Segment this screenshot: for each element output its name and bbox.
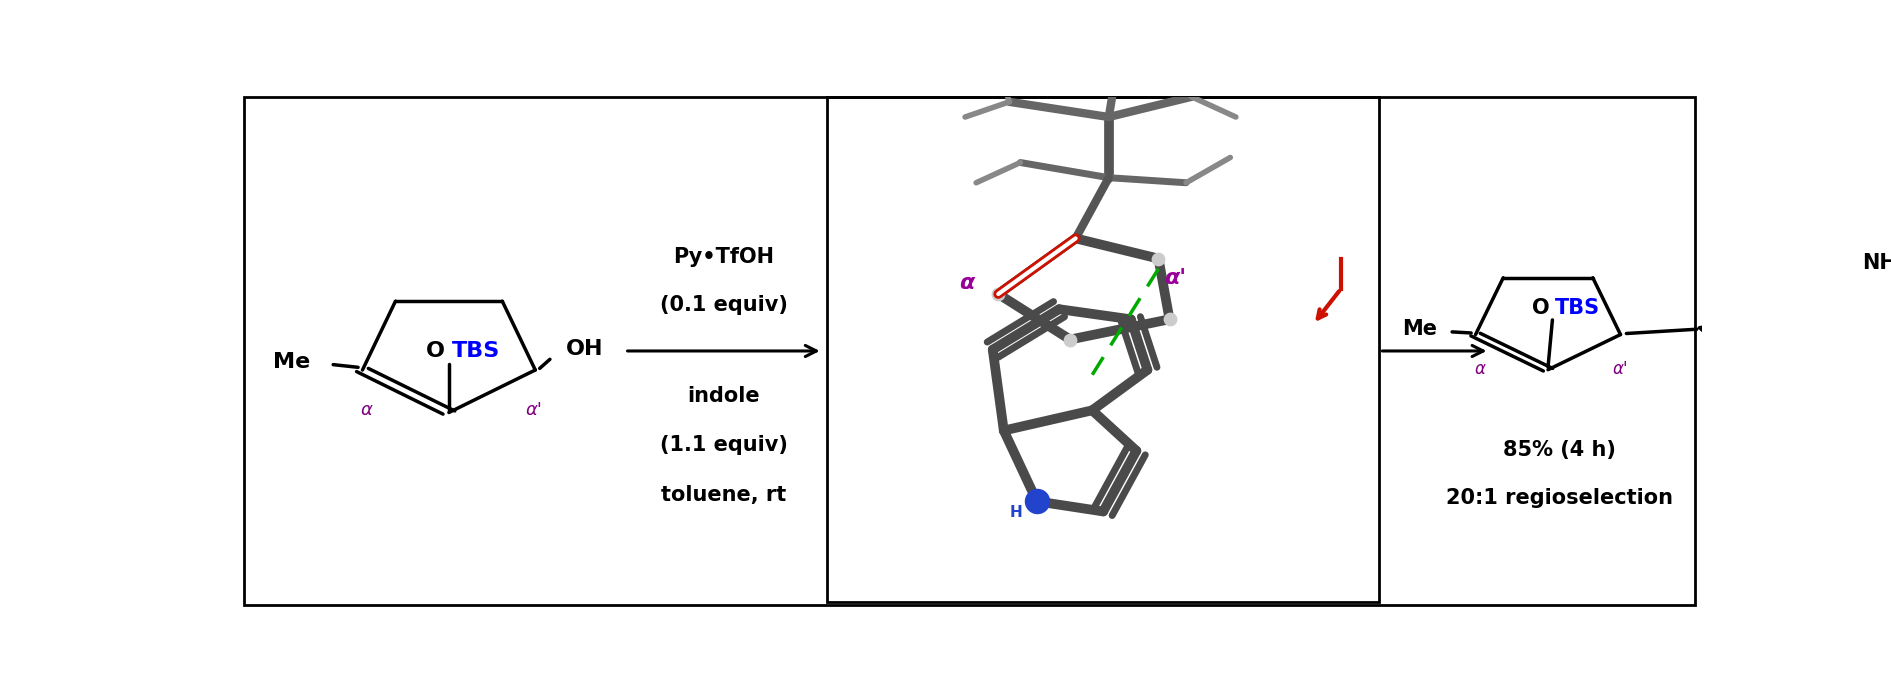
Text: OH: OH (567, 338, 603, 359)
Text: NH: NH (1863, 254, 1891, 273)
Text: Me: Me (1403, 319, 1437, 339)
Text: 20:1 regioselection: 20:1 regioselection (1447, 488, 1674, 508)
Text: 85% (4 h): 85% (4 h) (1503, 440, 1617, 460)
Text: TBS: TBS (1554, 298, 1600, 318)
Text: α': α' (526, 401, 543, 419)
Text: indole: indole (686, 386, 760, 407)
Text: α': α' (1613, 361, 1628, 378)
Text: α: α (1475, 361, 1486, 378)
Text: Me: Me (274, 352, 310, 372)
Bar (826, 97, 1380, 603)
Text: Py•TfOH: Py•TfOH (673, 247, 773, 268)
Text: toluene, rt: toluene, rt (662, 486, 787, 505)
Text: O: O (1532, 298, 1549, 318)
Text: O: O (425, 341, 444, 361)
Text: (1.1 equiv): (1.1 equiv) (660, 434, 787, 455)
Text: (0.1 equiv): (0.1 equiv) (660, 295, 787, 316)
Text: α: α (361, 401, 373, 419)
Text: TBS: TBS (452, 341, 499, 361)
